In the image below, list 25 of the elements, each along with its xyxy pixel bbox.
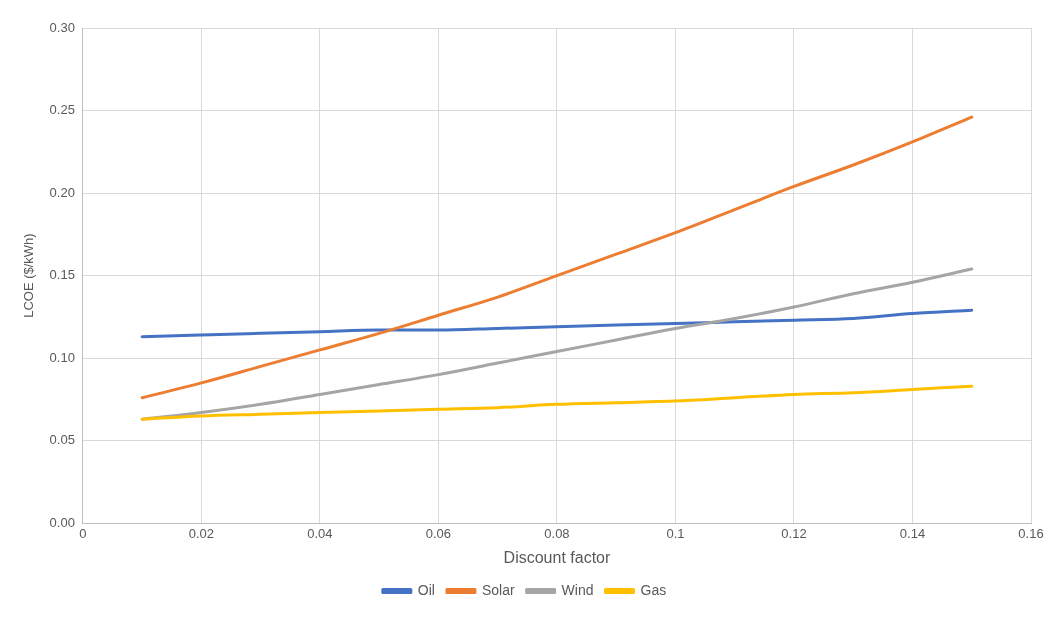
y-tick-label: 0.25 xyxy=(49,102,75,118)
y-tick-label: 0.00 xyxy=(49,514,75,530)
x-tick-label: 0.12 xyxy=(781,525,807,541)
x-tick-label: 0.02 xyxy=(188,525,215,541)
x-tick-label: 0.1 xyxy=(666,525,685,541)
line-series xyxy=(140,308,974,339)
legend-label: Oil xyxy=(417,581,435,598)
line-series xyxy=(140,384,974,421)
x-axis-title: Discount factor xyxy=(503,548,611,566)
y-tick-label: 0.10 xyxy=(49,349,75,365)
x-tick-label: 0.06 xyxy=(425,525,452,541)
y-tick-label: 0.20 xyxy=(49,184,75,200)
y-tick-label: 0.15 xyxy=(49,267,75,283)
legend-label: Wind xyxy=(561,581,594,598)
legend-label: Gas xyxy=(640,581,667,598)
y-axis-title: LCOE ($/kWh) xyxy=(21,233,37,318)
y-tick-label: 0.05 xyxy=(49,432,75,448)
x-tick-label: 0.08 xyxy=(544,525,570,541)
x-tick-label: 0 xyxy=(79,525,87,541)
line-series xyxy=(140,115,974,400)
legend-label: Solar xyxy=(481,581,515,598)
x-tick-label: 0.04 xyxy=(307,525,333,541)
x-tick-label: 0.14 xyxy=(899,525,926,541)
x-tick-label: 0.16 xyxy=(1018,525,1044,541)
y-tick-label: 0.30 xyxy=(49,19,75,35)
